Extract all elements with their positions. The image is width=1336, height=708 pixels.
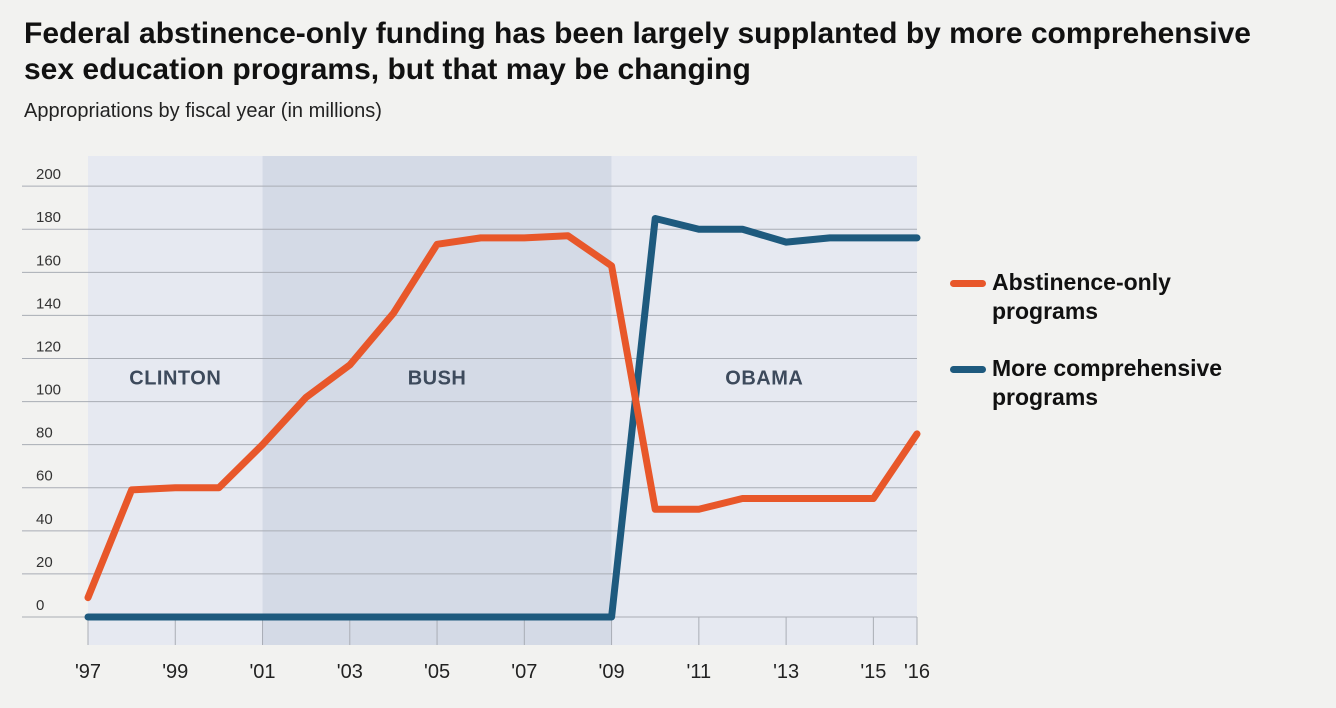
y-tick-label-100: 100: [36, 382, 61, 399]
legend-item-abstinence: Abstinence-only programs: [950, 268, 1320, 326]
x-tick-label-2016: '16: [904, 661, 930, 683]
x-tick-label-2009: '09: [599, 661, 625, 683]
y-tick-label-60: 60: [36, 468, 53, 485]
era-label-bush: BUSH: [408, 367, 467, 389]
legend-item-comprehensive: More comprehensive programs: [950, 354, 1320, 412]
y-tick-label-0: 0: [36, 597, 44, 614]
y-tick-label-200: 200: [36, 166, 61, 183]
y-tick-label-140: 140: [36, 295, 61, 312]
y-tick-label-120: 120: [36, 338, 61, 355]
series-line-more-comprehensive: [84, 214, 921, 621]
legend-label-comprehensive: More comprehensive programs: [992, 355, 1223, 410]
era-label-obama: OBAMA: [725, 367, 803, 389]
x-tick-label-2013: '13: [773, 661, 799, 683]
series-line-abstinence-only: [84, 232, 921, 602]
legend-label-abstinence: Abstinence-only programs: [992, 269, 1171, 324]
y-tick-label-160: 160: [36, 252, 61, 269]
y-tick-label-80: 80: [36, 425, 53, 442]
x-tick-label-1999: '99: [162, 661, 188, 683]
y-tick-label-20: 20: [36, 554, 53, 571]
chart-subtitle: Appropriations by fiscal year (in millio…: [24, 100, 382, 122]
legend-swatch-abstinence: [950, 280, 986, 287]
y-tick-label-180: 180: [36, 209, 61, 226]
x-tick-label-2001: '01: [249, 661, 275, 683]
x-tick-label-2015: '15: [860, 661, 886, 683]
x-tick-label-2007: '07: [511, 661, 537, 683]
x-tick-label-2003: '03: [337, 661, 363, 683]
legend-swatch-comprehensive: [950, 366, 986, 373]
legend: Abstinence-only programs More comprehens…: [950, 268, 1320, 440]
x-tick-label-2005: '05: [424, 661, 450, 683]
chart-title: Federal abstinence-only funding has been…: [24, 17, 1251, 86]
x-tick-label-1997: '97: [75, 661, 101, 683]
y-tick-label-40: 40: [36, 511, 53, 528]
era-label-clinton: CLINTON: [129, 367, 221, 389]
era-band-clinton: [88, 156, 263, 645]
x-tick-label-2011: '11: [687, 661, 712, 683]
